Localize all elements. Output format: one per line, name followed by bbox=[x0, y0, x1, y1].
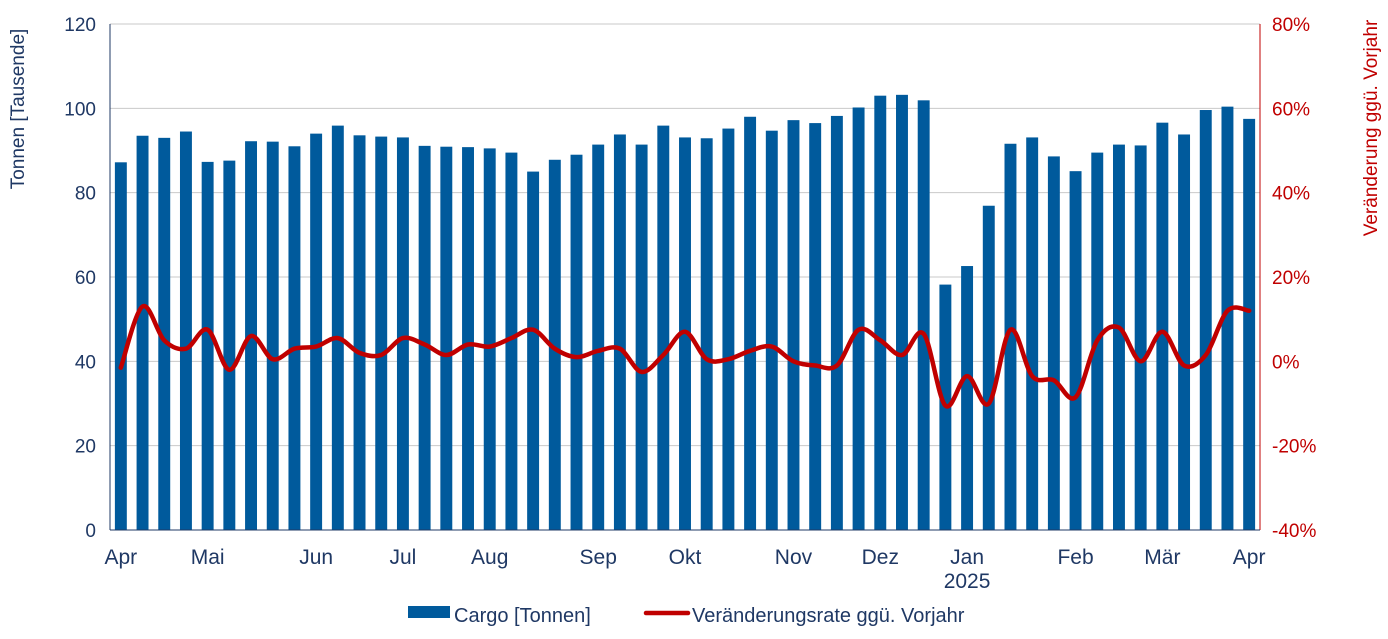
bar bbox=[484, 148, 496, 530]
bar bbox=[1113, 145, 1125, 530]
bar bbox=[592, 145, 604, 530]
bar bbox=[636, 145, 648, 530]
bar bbox=[918, 100, 930, 530]
y-tick-label-left: 20 bbox=[75, 437, 96, 458]
bar bbox=[223, 161, 235, 530]
y-tick-label-left: 40 bbox=[75, 352, 96, 373]
bar bbox=[202, 162, 214, 530]
bar bbox=[1178, 134, 1190, 530]
x-year-label: 2025 bbox=[944, 570, 991, 593]
bar bbox=[1156, 123, 1168, 530]
x-tick-label: Okt bbox=[669, 546, 702, 569]
y-tick-label-left: 60 bbox=[75, 268, 96, 289]
legend-label-change-rate: Veränderungsrate ggü. Vorjahr bbox=[692, 605, 965, 627]
bar bbox=[614, 134, 626, 530]
x-tick-label: Jun bbox=[299, 546, 333, 569]
y-tick-label-left: 80 bbox=[75, 184, 96, 205]
bar bbox=[1026, 137, 1038, 530]
bar bbox=[180, 132, 192, 530]
legend-swatch-cargo bbox=[408, 606, 450, 618]
bar bbox=[744, 117, 756, 530]
bar bbox=[766, 131, 778, 530]
bar bbox=[310, 134, 322, 530]
bar bbox=[1070, 171, 1082, 530]
legend-label-cargo: Cargo [Tonnen] bbox=[454, 605, 591, 627]
y-tick-label-right: -40% bbox=[1272, 521, 1316, 542]
bar bbox=[1048, 156, 1060, 530]
y-tick-label-right: 40% bbox=[1272, 184, 1310, 205]
bar bbox=[1135, 145, 1147, 530]
bar bbox=[288, 146, 300, 530]
y-tick-label-left: 100 bbox=[64, 99, 96, 120]
bar bbox=[419, 146, 431, 530]
bar bbox=[527, 172, 539, 530]
bar bbox=[896, 95, 908, 530]
y-tick-label-left: 0 bbox=[85, 521, 96, 542]
x-tick-label: Jul bbox=[389, 546, 416, 569]
bar-series bbox=[115, 95, 1255, 530]
bar bbox=[462, 147, 474, 530]
bar bbox=[397, 137, 409, 530]
bar bbox=[983, 206, 995, 530]
x-tick-label: Feb bbox=[1057, 546, 1093, 569]
y-tick-label-right: 0% bbox=[1272, 352, 1300, 373]
x-tick-label: Mai bbox=[191, 546, 225, 569]
bar bbox=[440, 147, 452, 530]
bar bbox=[332, 126, 344, 530]
y-axis-title-right: Veränderung ggü. Vorjahr bbox=[1361, 19, 1382, 236]
bar bbox=[874, 96, 886, 530]
bar bbox=[961, 266, 973, 530]
bar bbox=[267, 142, 279, 530]
bar bbox=[1243, 119, 1255, 530]
bar bbox=[1200, 110, 1212, 530]
bar bbox=[853, 107, 865, 530]
x-tick-label: Nov bbox=[775, 546, 813, 569]
x-tick-label: Dez bbox=[862, 546, 899, 569]
bar bbox=[809, 123, 821, 530]
x-tick-label: Mär bbox=[1144, 546, 1180, 569]
bar bbox=[354, 135, 366, 530]
x-tick-label: Sep bbox=[580, 546, 617, 569]
bar bbox=[657, 126, 669, 530]
bar bbox=[701, 138, 713, 530]
y-tick-label-left: 120 bbox=[64, 15, 96, 36]
y-axis-title-left: Tonnen [Tausende] bbox=[8, 29, 29, 190]
bar bbox=[831, 116, 843, 530]
x-tick-label: Jan bbox=[950, 546, 984, 569]
x-tick-label: Aug bbox=[471, 546, 508, 569]
y-tick-label-right: -20% bbox=[1272, 437, 1316, 458]
bar bbox=[375, 137, 387, 530]
bar bbox=[137, 136, 149, 530]
bar bbox=[722, 129, 734, 530]
bar bbox=[571, 155, 583, 530]
x-tick-label: Apr bbox=[1233, 546, 1266, 569]
y-tick-label-right: 20% bbox=[1272, 268, 1310, 289]
x-tick-label: Apr bbox=[105, 546, 138, 569]
y-tick-label-right: 60% bbox=[1272, 99, 1310, 120]
y-tick-label-right: 80% bbox=[1272, 15, 1310, 36]
bar bbox=[788, 120, 800, 530]
legend: Cargo [Tonnen] Veränderungsrate ggü. Vor… bbox=[408, 605, 965, 627]
